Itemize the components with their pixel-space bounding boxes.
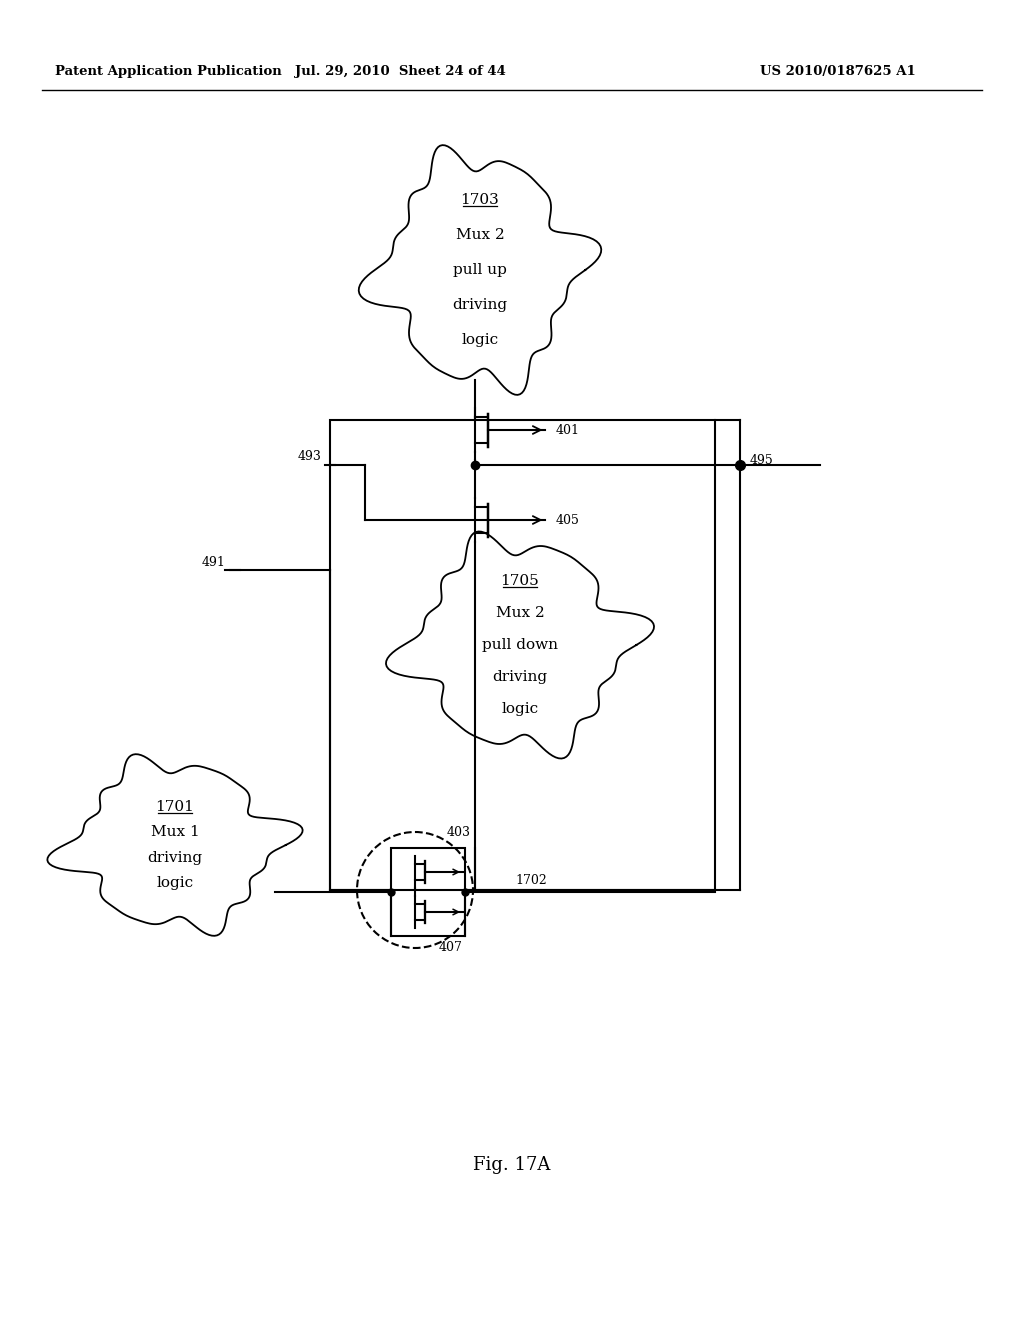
Text: logic: logic <box>462 334 499 347</box>
Text: 495: 495 <box>750 454 774 466</box>
Text: driving: driving <box>493 671 548 684</box>
Text: 493: 493 <box>298 450 322 463</box>
Polygon shape <box>358 145 601 395</box>
Text: 1705: 1705 <box>501 574 540 587</box>
Text: 407: 407 <box>439 941 463 953</box>
Text: driving: driving <box>453 298 508 313</box>
Text: logic: logic <box>157 876 194 891</box>
Text: US 2010/0187625 A1: US 2010/0187625 A1 <box>760 66 915 78</box>
Text: 491: 491 <box>201 556 225 569</box>
Bar <box>391 847 465 936</box>
Text: driving: driving <box>147 851 203 865</box>
Text: 403: 403 <box>447 825 471 838</box>
Text: 1701: 1701 <box>156 800 195 813</box>
Text: Jul. 29, 2010  Sheet 24 of 44: Jul. 29, 2010 Sheet 24 of 44 <box>295 66 506 78</box>
Text: 405: 405 <box>555 513 580 527</box>
Text: logic: logic <box>502 702 539 715</box>
Text: Patent Application Publication: Patent Application Publication <box>55 66 282 78</box>
Text: Mux 1: Mux 1 <box>151 825 200 840</box>
Text: 1702: 1702 <box>515 874 547 887</box>
Text: 1703: 1703 <box>461 193 500 207</box>
Text: pull down: pull down <box>482 638 558 652</box>
Bar <box>330 420 715 890</box>
Text: Fig. 17A: Fig. 17A <box>473 1156 551 1173</box>
Polygon shape <box>47 754 303 936</box>
Text: Mux 2: Mux 2 <box>456 228 505 242</box>
Text: 401: 401 <box>555 424 580 437</box>
Text: pull up: pull up <box>453 263 507 277</box>
Text: Mux 2: Mux 2 <box>496 606 545 620</box>
Polygon shape <box>386 532 654 759</box>
